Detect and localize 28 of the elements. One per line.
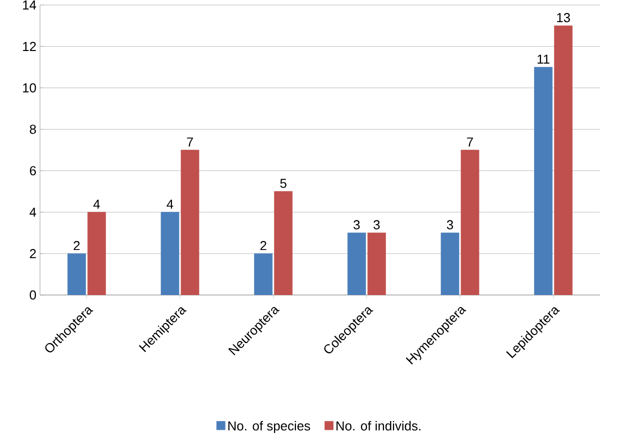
bar: [87, 212, 106, 296]
y-tick-label: 0: [30, 290, 36, 300]
data-label: 7: [187, 138, 193, 146]
legend-label: No. of individs.: [336, 420, 420, 430]
y-tick-label: 8: [30, 124, 36, 134]
data-label: 3: [446, 220, 454, 230]
data-label: 5: [280, 178, 286, 188]
y-tick-label: 10: [23, 83, 36, 92]
bar: [554, 26, 573, 296]
y-tick-label: 4: [30, 208, 36, 217]
data-label: 11: [538, 54, 550, 64]
data-label: 4: [166, 200, 174, 209]
bar: [460, 150, 480, 296]
data-label: 2: [74, 241, 80, 250]
data-label: 3: [354, 220, 360, 230]
y-tick-label: 6: [30, 166, 36, 176]
y-tick-label: 2: [30, 249, 36, 258]
y-tick-label: 14: [23, 0, 36, 10]
data-label: 13: [557, 13, 570, 22]
data-label: 2: [260, 241, 266, 250]
bar: [274, 191, 293, 296]
data-label: 4: [93, 200, 100, 209]
y-tick-label: 12: [23, 42, 36, 51]
bar: [367, 232, 386, 296]
legend-label: No. of species: [228, 420, 310, 434]
data-label: 7: [467, 138, 473, 146]
bar: [180, 150, 200, 296]
data-label: 3: [374, 220, 380, 230]
